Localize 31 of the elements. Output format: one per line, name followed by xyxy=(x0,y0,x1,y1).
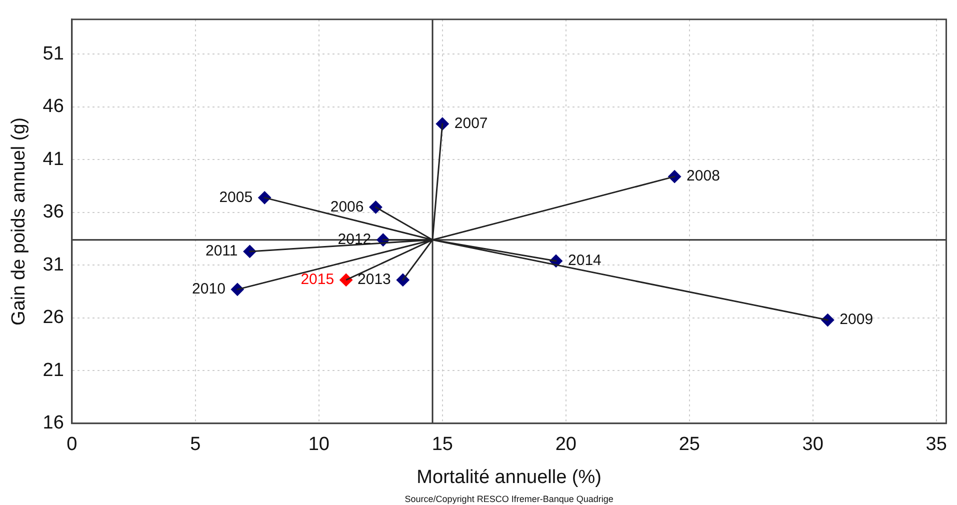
x-tick-label: 5 xyxy=(190,434,201,456)
annotation: 2006 xyxy=(330,198,364,216)
annotation: 2005 xyxy=(219,188,253,206)
source-note: Source/Copyright RESCO Ifremer-Banque Quadrige xyxy=(404,494,614,504)
y-tick-label: 36 xyxy=(42,202,64,223)
y-tick-label: 21 xyxy=(42,360,64,381)
point xyxy=(340,273,353,286)
y-axis-title: Gain de poids annuel (g) xyxy=(8,117,30,326)
x-tick-label: 35 xyxy=(926,434,947,456)
x-tick-label: 10 xyxy=(308,434,330,456)
annotation: 2015 xyxy=(300,271,334,288)
annotation: 2007 xyxy=(454,114,488,132)
y-tick-label: 46 xyxy=(42,96,64,118)
y-tick-label: 41 xyxy=(42,148,64,170)
y-tick-label: 26 xyxy=(42,307,64,328)
annotation: 2010 xyxy=(192,280,226,298)
x-tick-label: 20 xyxy=(555,434,576,456)
y-tick-label: 16 xyxy=(42,412,64,434)
annotation: 2009 xyxy=(840,311,874,328)
x-tick-label: 25 xyxy=(678,434,700,456)
x-tick-label: 30 xyxy=(802,434,824,456)
x-axis-title: Mortalité annuelle (%) xyxy=(416,466,602,488)
point xyxy=(369,200,382,214)
annotation: 2014 xyxy=(568,252,602,270)
annotation: 2013 xyxy=(358,271,391,288)
x-tick-label: 0 xyxy=(66,434,78,456)
x-tick-label: 15 xyxy=(432,434,453,456)
y-tick-label: 51 xyxy=(42,43,64,64)
annotation: 2011 xyxy=(206,242,238,260)
y-tick-label: 31 xyxy=(42,254,64,276)
annotation: 2008 xyxy=(686,168,720,185)
